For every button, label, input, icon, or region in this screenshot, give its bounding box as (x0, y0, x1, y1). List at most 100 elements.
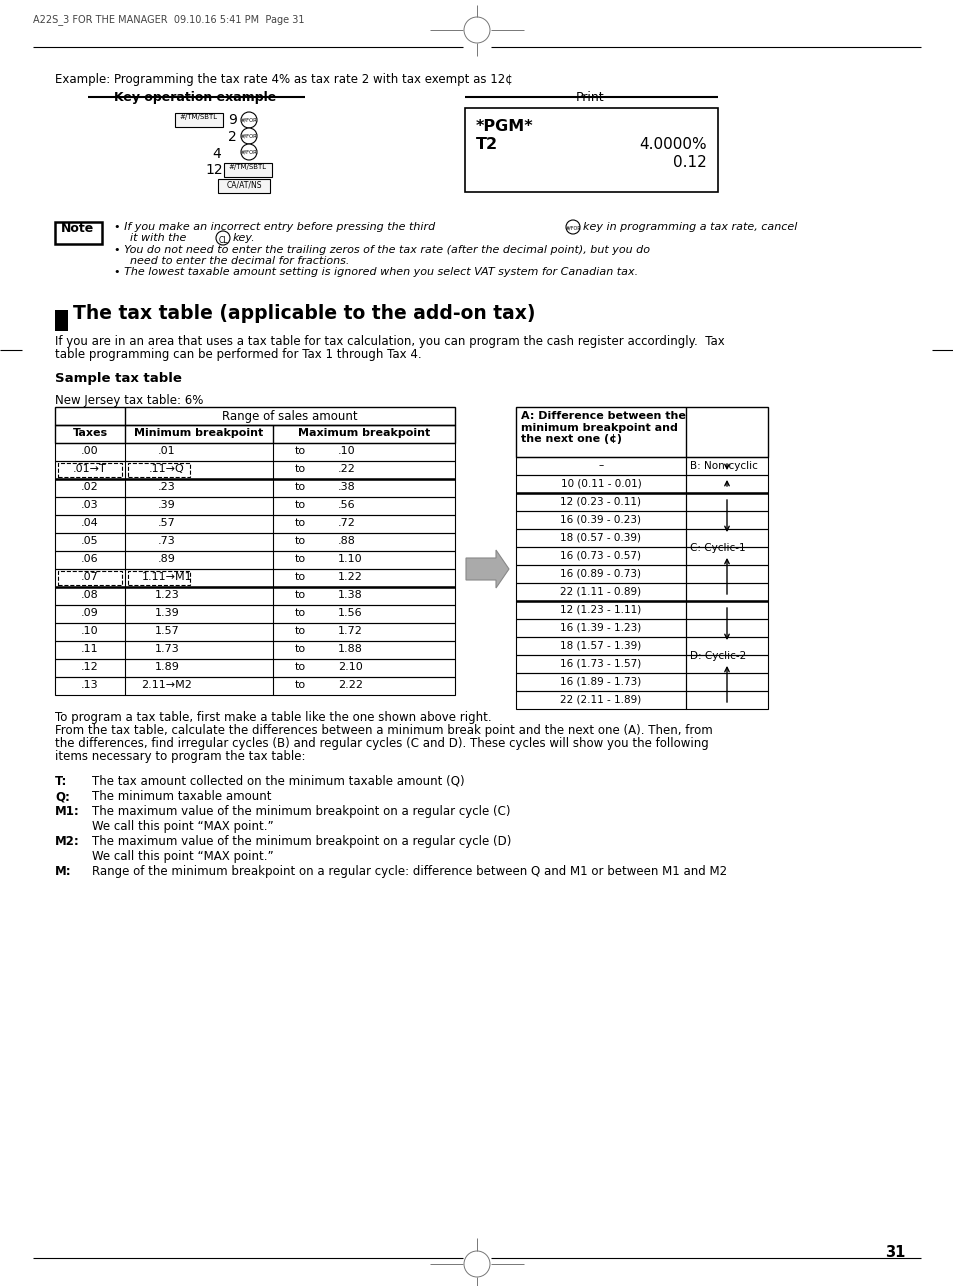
Text: Range of sales amount: Range of sales amount (222, 410, 357, 423)
Text: .11→Q: .11→Q (149, 464, 185, 475)
Text: .73: .73 (158, 536, 175, 547)
Text: The maximum value of the minimum breakpoint on a regular cycle (C): The maximum value of the minimum breakpo… (91, 805, 510, 818)
Text: .01→T: .01→T (73, 464, 107, 475)
Text: A22S_3 FOR THE MANAGER  09.10.16 5:41 PM  Page 31: A22S_3 FOR THE MANAGER 09.10.16 5:41 PM … (33, 14, 304, 24)
Bar (55, 222, 102, 244)
Text: New Jersey tax table: 6%: New Jersey tax table: 6% (55, 394, 203, 406)
Bar (516, 529, 685, 547)
Circle shape (215, 231, 230, 246)
Text: #/TM/SBTL: #/TM/SBTL (180, 114, 218, 120)
Text: to: to (294, 626, 306, 637)
Bar (685, 547, 767, 565)
Text: Note: Note (61, 222, 94, 235)
Text: 22 (1.11 - 0.89): 22 (1.11 - 0.89) (559, 586, 640, 595)
Text: items necessary to program the tax table:: items necessary to program the tax table… (55, 750, 305, 763)
Text: .08: .08 (81, 590, 99, 601)
Text: The maximum value of the minimum breakpoint on a regular cycle (D): The maximum value of the minimum breakpo… (91, 835, 511, 847)
Bar (58, 571, 122, 585)
Text: .02: .02 (81, 482, 99, 493)
Text: to: to (294, 464, 306, 475)
Text: .12: .12 (81, 662, 99, 673)
Text: Range of the minimum breakpoint on a regular cycle: difference between Q and M1 : Range of the minimum breakpoint on a reg… (91, 865, 726, 878)
Text: If you are in an area that uses a tax table for tax calculation, you can program: If you are in an area that uses a tax ta… (55, 334, 724, 349)
Text: 1.39: 1.39 (154, 608, 179, 619)
Bar (685, 583, 767, 601)
Text: #/TM/SBTL: #/TM/SBTL (229, 165, 267, 170)
Bar (55, 568, 455, 586)
Text: table programming can be performed for Tax 1 through Tax 4.: table programming can be performed for T… (55, 349, 421, 361)
Text: 18 (1.57 - 1.39): 18 (1.57 - 1.39) (559, 640, 641, 649)
Bar (55, 586, 455, 604)
Bar (685, 673, 767, 691)
Text: to: to (294, 446, 306, 457)
Text: .10: .10 (337, 446, 355, 457)
Text: .57: .57 (158, 518, 175, 529)
Text: .10: .10 (81, 626, 99, 637)
Bar (55, 442, 455, 460)
Text: 1.23: 1.23 (154, 590, 179, 601)
Text: Print: Print (575, 91, 603, 104)
Text: .22: .22 (337, 464, 355, 475)
Text: .72: .72 (337, 518, 355, 529)
Text: .01: .01 (158, 446, 175, 457)
Bar (55, 424, 455, 442)
Text: .09: .09 (81, 608, 99, 619)
Circle shape (241, 144, 256, 159)
Text: .07: .07 (81, 572, 99, 583)
Text: .00: .00 (81, 446, 99, 457)
Text: 1.56: 1.56 (337, 608, 362, 619)
Text: .23: .23 (158, 482, 175, 493)
Bar (58, 463, 122, 477)
Text: 22 (2.11 - 1.89): 22 (2.11 - 1.89) (559, 694, 641, 703)
Bar (516, 637, 685, 655)
Text: to: to (294, 608, 306, 619)
Text: to: to (294, 554, 306, 565)
Text: 31: 31 (883, 1245, 904, 1260)
Bar (55, 550, 455, 568)
Text: .11: .11 (81, 644, 99, 655)
Text: .13: .13 (81, 680, 99, 691)
Text: • If you make an incorrect entry before pressing the third: • If you make an incorrect entry before … (113, 222, 435, 231)
Text: A: Difference between the
minimum breakpoint and
the next one (¢): A: Difference between the minimum breakp… (520, 412, 685, 444)
Text: #/FOR: #/FOR (240, 118, 257, 123)
Bar (218, 179, 270, 193)
Bar (685, 475, 767, 493)
Text: need to enter the decimal for fractions.: need to enter the decimal for fractions. (130, 256, 349, 266)
Bar (516, 493, 685, 511)
Text: 16 (0.39 - 0.23): 16 (0.39 - 0.23) (560, 514, 640, 523)
Text: 2.22: 2.22 (337, 680, 363, 691)
Bar (685, 457, 767, 475)
Text: 2.10: 2.10 (337, 662, 362, 673)
Text: 16 (1.89 - 1.73): 16 (1.89 - 1.73) (559, 676, 641, 685)
Text: .38: .38 (337, 482, 355, 493)
Bar (685, 655, 767, 673)
Text: to: to (294, 662, 306, 673)
Bar (516, 673, 685, 691)
Bar (55, 406, 455, 424)
Bar (55, 310, 68, 331)
Bar (685, 619, 767, 637)
Bar (55, 640, 455, 658)
Text: .88: .88 (337, 536, 355, 547)
Text: 0.12: 0.12 (673, 156, 706, 170)
Text: 10 (0.11 - 0.01): 10 (0.11 - 0.01) (560, 478, 640, 487)
Circle shape (241, 112, 256, 129)
Bar (464, 108, 718, 192)
Bar (128, 463, 190, 477)
Bar (685, 511, 767, 529)
Text: From the tax table, calculate the differences between a minimum break point and : From the tax table, calculate the differ… (55, 724, 712, 737)
Text: #/FOR: #/FOR (240, 150, 257, 156)
Bar (516, 619, 685, 637)
Text: to: to (294, 680, 306, 691)
Text: CL: CL (218, 237, 228, 246)
Text: Taxes: Taxes (72, 428, 108, 439)
Text: Minimum breakpoint: Minimum breakpoint (134, 428, 263, 439)
Text: to: to (294, 518, 306, 529)
Text: 2.11→M2: 2.11→M2 (141, 680, 193, 691)
Bar (516, 655, 685, 673)
Bar (55, 514, 455, 532)
Text: 1.11→M1: 1.11→M1 (142, 572, 193, 583)
Text: .04: .04 (81, 518, 99, 529)
Text: to: to (294, 590, 306, 601)
Text: • You do not need to enter the trailing zeros of the tax rate (after the decimal: • You do not need to enter the trailing … (113, 246, 649, 255)
